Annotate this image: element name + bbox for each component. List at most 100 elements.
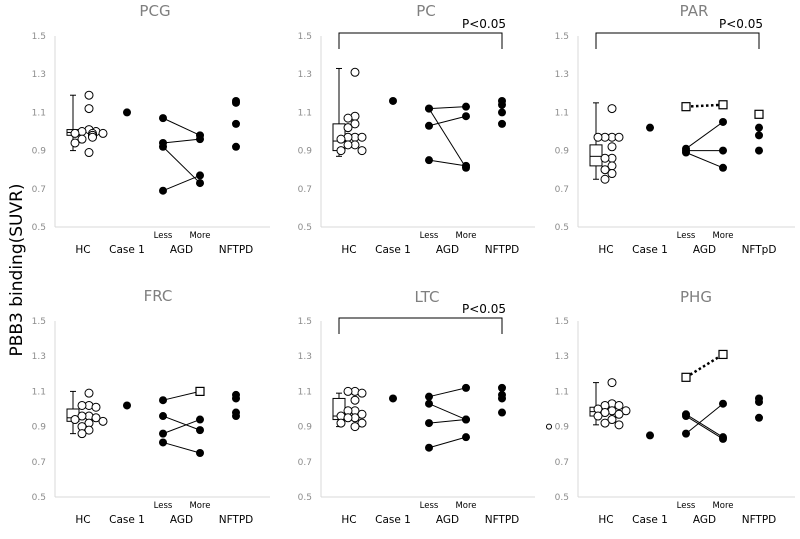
x-category-label: Case 1 [109,244,145,256]
hc-point [70,415,80,425]
nftpd-point [498,408,506,417]
agd-pair-line [428,159,467,167]
agd-pair-line-dotted [685,353,724,379]
agd-pair-line [428,108,467,169]
hc-point [600,408,610,418]
x-category-label: NFTPD [219,514,254,526]
agd-pair-line [162,138,201,144]
hc-point [607,142,617,152]
agd-point [425,443,433,452]
hc-point [336,418,346,428]
y-tick-label: 1.1 [32,108,46,118]
y-tick-label: 0.7 [298,185,312,195]
hc-point [614,400,624,410]
hc-point [614,132,624,142]
agd-pair-line [685,403,724,435]
agd-pair-line [162,441,201,454]
agd-pair-line [685,121,724,150]
y-tick-label: 1.5 [555,317,569,327]
agd-point [425,104,433,113]
agd-square-point [718,349,728,360]
case1-point [646,123,654,132]
x-category-label: NFTPD [485,514,520,526]
significance-label: P<0.05 [719,17,763,31]
y-tick-label: 0.9 [298,147,313,157]
stray-marker [546,423,552,430]
nftpd-point [232,119,240,128]
hc-point [84,104,94,114]
agd-more-label: More [455,231,476,241]
y-tick-label: 1.1 [298,387,312,397]
y-tick-label: 1.1 [298,108,312,118]
agd-point [462,161,470,170]
agd-point [196,179,204,188]
y-tick-label: 0.5 [298,493,312,503]
agd-point [462,433,470,442]
nftpd-point [498,108,506,117]
hc-point [84,425,94,435]
hc-point [91,402,101,412]
case1-point [123,108,131,117]
y-tick-label: 1.3 [32,352,46,362]
hc-point [357,132,367,142]
panel-title: PHG [680,288,712,306]
y-tick-label: 1.5 [298,32,312,42]
case1-point [389,96,397,105]
y-tick-label: 1.3 [298,70,312,80]
agd-pair-line [162,415,201,431]
x-category-label: NFTPD [485,244,520,256]
nftpd-point [498,394,506,403]
y-tick-label: 0.9 [555,423,570,433]
agd-pair-line [428,106,467,110]
y-tick-label: 1.1 [555,387,569,397]
nftpd-point [755,397,763,406]
panel-title: PAR [680,2,709,20]
agd-point [425,156,433,165]
agd-more-label: More [189,231,210,241]
agd-point [425,399,433,408]
agd-less-label: Less [677,501,696,511]
nftpd-point [498,100,506,109]
panel-phg: PHG 1.5 1.3 1.1 0.9 0.7 0.5 HC Case 1 AGD NFTPD Les… [546,288,795,526]
x-category-label: Case 1 [109,514,145,526]
hc-point [593,411,603,421]
agd-square-point [718,100,728,110]
nftpd-point [755,146,763,155]
hc-point [614,420,624,430]
agd-point [462,112,470,121]
y-tick-label: 0.9 [32,423,47,433]
case1-point [123,401,131,410]
agd-pair-line [428,115,467,127]
x-category-label: HC [598,514,613,526]
agd-point [719,163,727,172]
hc-point [84,388,94,398]
y-tick-label: 1.1 [555,108,569,118]
agd-less-label: Less [154,501,173,511]
agd-point [159,142,167,151]
agd-pair-line [428,403,467,421]
significance-label: P<0.05 [462,302,506,316]
x-category-label: AGD [693,514,716,526]
y-tick-label: 0.9 [555,147,570,157]
nftpd-point [232,394,240,403]
hc-point [98,128,108,138]
hc-point [343,413,353,423]
nftpd-point [755,123,763,132]
agd-pair-line [685,413,724,438]
y-tick-label: 1.5 [298,317,312,327]
box-iqr [589,144,603,167]
agd-point [196,426,204,435]
hc-point [343,386,353,396]
y-tick-label: 1.3 [555,70,569,80]
y-tick-label: 1.3 [298,352,312,362]
hc-point [77,411,87,421]
y-tick-label: 0.7 [32,185,46,195]
agd-point [719,399,727,408]
hc-point [350,119,360,129]
agd-point [159,396,167,405]
y-tick-label: 0.5 [32,493,46,503]
panel-pc: PC 1.5 1.3 1.1 0.9 0.7 0.5 HC Case 1 AGD NFTPD Less… [298,2,535,256]
y-tick-label: 0.7 [555,458,569,468]
hc-point [600,165,610,175]
